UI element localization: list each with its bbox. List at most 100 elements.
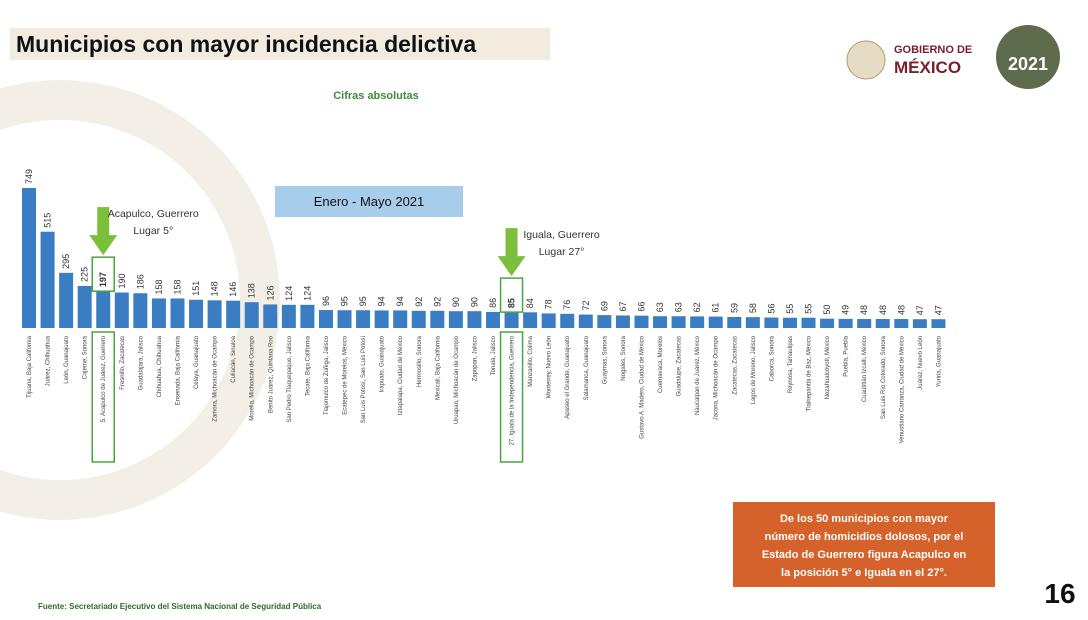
category-label: Manzanillo, Colima	[528, 335, 534, 386]
highlight-box	[91, 256, 115, 292]
bar	[671, 316, 686, 328]
bar	[448, 311, 463, 328]
bar	[22, 188, 36, 328]
logo-2021	[996, 25, 1060, 89]
highlight-box	[91, 331, 115, 463]
bar	[59, 272, 74, 328]
source: Fuente: Secretariado Ejecutivo del Siste…	[38, 602, 322, 611]
category-label: Naucalpan de Juárez, México	[695, 335, 701, 415]
bar	[857, 319, 872, 328]
category-label: Hermosillo, Sonora	[417, 335, 423, 387]
category-label: San Pedro Tlaquepaque, Jalisco	[287, 335, 293, 422]
bar	[820, 318, 835, 328]
bar	[189, 299, 204, 328]
bar	[337, 310, 352, 328]
category-label: Morelia, Michoacán de Ocampo	[250, 335, 256, 420]
annotation: Iguala, Guerrero	[523, 229, 600, 241]
category-label: Lagos de Moreno, Jalisco	[751, 335, 757, 404]
value-label: 85	[507, 298, 517, 308]
category-label: Nogales, Sonora	[621, 335, 627, 380]
bar	[931, 319, 946, 328]
value-label: 124	[284, 286, 294, 301]
value-label: 151	[191, 281, 201, 296]
title: Municipios con mayor incidencia delictiv…	[16, 31, 476, 57]
bar	[318, 310, 333, 328]
category-label: Tlajomulco de Zúñiga, Jalisco	[324, 335, 330, 415]
value-label: 158	[172, 279, 182, 294]
value-label: 146	[228, 282, 238, 297]
note-box	[733, 502, 995, 587]
bar	[374, 310, 389, 328]
bar	[151, 298, 166, 328]
bar	[96, 291, 111, 328]
note-text: De los 50 municipios con mayor	[780, 513, 949, 525]
logo-text: MÉXICO	[894, 58, 961, 77]
value-label: 94	[395, 296, 405, 306]
value-label: 63	[655, 302, 665, 312]
category-label: Guadalupe, Zacatecas	[677, 336, 683, 396]
category-label: León, Guanajuato	[64, 335, 70, 383]
value-label: 55	[785, 304, 795, 314]
value-label: 95	[358, 296, 368, 306]
bar	[912, 319, 927, 328]
value-label: 67	[618, 301, 628, 311]
category-label: Guadalajara, Jalisco	[138, 335, 144, 390]
value-label: 48	[878, 305, 888, 315]
category-label: Nezahualcóyotl, México	[825, 335, 831, 399]
logo-text: GOBIERNO DE	[894, 44, 972, 56]
bar	[300, 304, 315, 328]
value-label: 49	[841, 305, 851, 315]
value-label: 749	[24, 169, 34, 184]
category-label: Uruapan, Michoacán de Ocampo	[454, 335, 460, 424]
value-label: 61	[711, 303, 721, 313]
value-label: 56	[766, 304, 776, 314]
bar	[541, 313, 556, 328]
value-label: 48	[896, 305, 906, 315]
category-label: Reynosa, Tamaulipas	[788, 336, 794, 393]
category-label: Caborca, Sonora	[769, 335, 775, 381]
subtitle: Cifras absolutas	[333, 90, 419, 102]
bar	[207, 300, 222, 328]
bar	[467, 311, 482, 328]
value-label: 148	[210, 281, 220, 296]
value-label: 86	[488, 298, 498, 308]
category-label: Yuriria, Guanajuato	[936, 335, 942, 387]
bar	[894, 319, 909, 328]
category-label: Celaya, Guanajuato	[194, 335, 200, 389]
bar	[244, 302, 259, 328]
category-label: Tecate, Baja California	[305, 335, 311, 396]
value-label: 90	[451, 297, 461, 307]
bar	[634, 315, 649, 328]
category-label: Iztapalapa, Ciudad de México	[398, 335, 404, 415]
value-label: 197	[98, 272, 108, 287]
category-label: Mexicali, Baja California	[435, 335, 441, 400]
category-label: Fresnillo, Zacatecas	[120, 336, 126, 390]
bar	[393, 310, 408, 328]
bar	[281, 304, 296, 328]
category-label: Culiacán, Sinaloa	[231, 335, 237, 382]
bar	[226, 300, 241, 328]
value-label: 47	[933, 305, 943, 315]
category-label: 27. Iguala de la Independencia, Guerrero	[510, 335, 516, 445]
category-label: 5. Acapulco de Juárez, Guerrero	[101, 335, 107, 422]
bar	[597, 315, 612, 328]
annotation: Acapulco, Guerrero	[108, 208, 199, 220]
value-label: 126	[265, 285, 275, 300]
bar	[77, 285, 92, 328]
bar	[690, 316, 705, 328]
bar	[170, 298, 185, 328]
bar	[615, 315, 630, 328]
value-label: 78	[544, 299, 554, 309]
highlight-box	[499, 277, 524, 313]
category-label: Puebla, Puebla	[844, 335, 850, 376]
value-label: 72	[581, 301, 591, 311]
period-box	[275, 186, 463, 217]
value-label: 94	[377, 296, 387, 306]
logo-year: 2021	[1008, 54, 1048, 74]
category-label: Tlalnepantla de Baz, México	[807, 335, 813, 411]
category-label: Monterrey, Nuevo León	[547, 336, 553, 398]
arrow	[89, 207, 118, 256]
watermark	[0, 80, 280, 520]
category-label: Zamora, Michoacán de Ocampo	[213, 335, 219, 421]
